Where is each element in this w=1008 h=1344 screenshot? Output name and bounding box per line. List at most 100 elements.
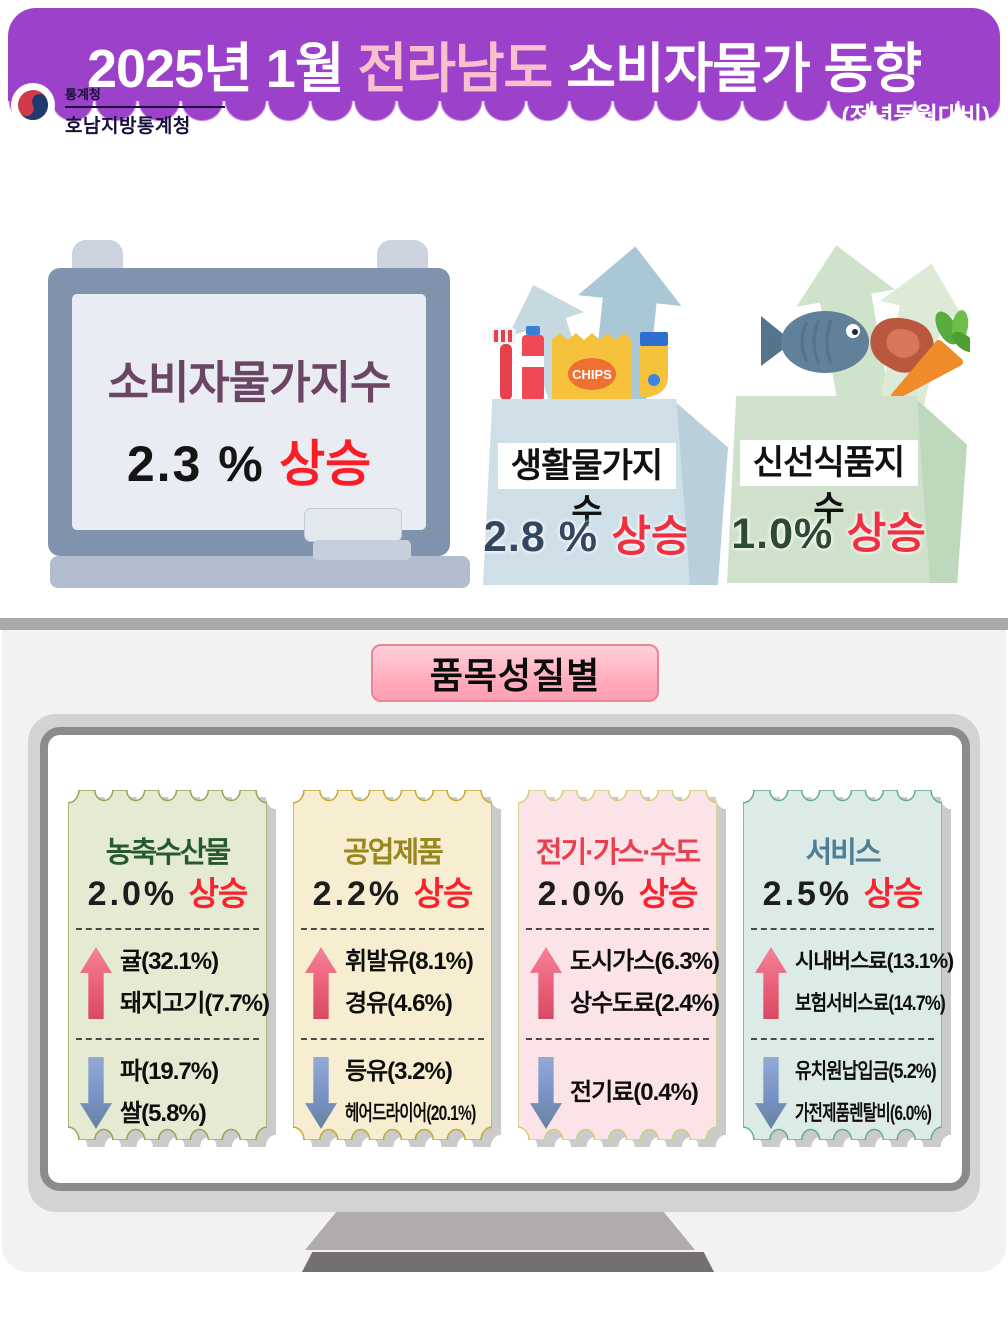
board-eraser-icon: [304, 508, 402, 542]
card-title: 서비스: [805, 837, 881, 869]
page-title: 2025년 1월 전라남도 소비자물가 동향: [86, 39, 922, 101]
card-title: 농축수산물: [105, 837, 231, 869]
fresh-food-value: 1.0%: [731, 510, 834, 558]
rising-item: 휘발유(8.1%): [345, 948, 474, 975]
title-suffix: 소비자물가 동향: [552, 39, 922, 99]
living-price-label: 생활물가지수: [497, 443, 676, 531]
falling-item: 유치원납입금(5.2%): [795, 1060, 937, 1083]
falling-item: 헤어드라이어(20.1%): [345, 1102, 476, 1125]
fresh-food-value-line: 1.0% 상승: [727, 499, 930, 561]
chips-bag-icon: CHIPS: [552, 333, 632, 400]
category-card-industrial: 공업제품 2.2% 상승 휘발유(8.1%) 경유(4.6%) 등유(3.2%)…: [293, 790, 492, 1140]
meat-icon: [870, 317, 934, 373]
rising-item: 경유(4.6%): [345, 990, 453, 1017]
living-price-bag: 생활물가지수 2.8 % 상승: [483, 399, 690, 585]
rising-items-group: 귤(32.1%) 돼지고기(7.7%): [68, 936, 270, 1030]
card-direction: 상승: [638, 875, 699, 912]
falling-item: 파(19.7%): [120, 1058, 219, 1085]
falling-item: 가전제품렌탈비(6.0%): [795, 1102, 932, 1125]
grocery-items-illustration: CHIPS: [492, 326, 668, 401]
dashed-divider: [526, 1038, 709, 1040]
agency-text-block: 통계청 호남지방통계청: [65, 84, 225, 138]
rising-item: 돼지고기(7.7%): [120, 990, 270, 1017]
carrot-icon: [891, 310, 970, 400]
living-price-value-line: 2.8 % 상승: [483, 502, 690, 564]
cpi-direction: 상승: [279, 436, 372, 492]
monitor-stand-base: [302, 1252, 714, 1272]
falling-item: 쌀(5.8%): [120, 1100, 207, 1127]
dashed-divider: [301, 928, 484, 930]
dashed-divider: [76, 928, 259, 930]
down-arrow-icon: [755, 1057, 787, 1129]
falling-items-group: 파(19.7%) 쌀(5.8%): [68, 1046, 267, 1140]
card-value-line: 2.2% 상승: [293, 875, 492, 920]
dashed-divider: [301, 1038, 484, 1040]
dashed-divider: [751, 1038, 934, 1040]
card-value: 2.0%: [87, 875, 178, 913]
section-divider: [0, 618, 1008, 630]
card-direction: 상승: [413, 875, 474, 912]
dashed-divider: [751, 928, 934, 930]
whiteboard-surface: [72, 294, 426, 530]
down-arrow-icon: [530, 1057, 562, 1129]
header-scalloped-edge: [8, 101, 1000, 122]
card-value-line: 2.0% 상승: [68, 875, 267, 920]
section-badge: 품목성질별: [371, 644, 659, 702]
agency-logo: 통계청 호남지방통계청: [10, 82, 225, 138]
card-value: 2.5%: [762, 875, 853, 913]
rising-item: 도시가스(6.3%): [570, 948, 720, 975]
card-value-line: 2.5% 상승: [743, 875, 942, 920]
title-prefix: 2025년 1월: [86, 39, 358, 99]
card-title: 공업제품: [343, 837, 444, 869]
comparison-note: (전년동월대비): [841, 103, 990, 130]
dashed-divider: [76, 1038, 259, 1040]
rising-items-group: 시내버스료(13.1%) 보험서비스료(14.7%): [743, 936, 954, 1030]
falling-items-group: 등유(3.2%) 헤어드라이어(20.1%): [293, 1046, 492, 1140]
cpi-value: 2.3 %: [126, 436, 265, 492]
title-region-highlight: 전라남도: [357, 39, 554, 99]
living-price-direction: 상승: [611, 513, 691, 561]
rising-item: 보험서비스료(14.7%): [795, 992, 946, 1015]
up-arrow-icon: [530, 947, 562, 1019]
falling-items-group: 전기료(0.4%): [518, 1046, 717, 1140]
down-arrow-icon: [305, 1057, 337, 1129]
up-arrow-icon: [80, 947, 112, 1019]
rising-item: 귤(32.1%): [120, 948, 219, 975]
up-arrow-icon: [305, 947, 337, 1019]
falling-item: 등유(3.2%): [345, 1058, 453, 1085]
agency-name: 호남지방통계청: [65, 116, 191, 137]
fish-icon: [761, 311, 869, 373]
card-value: 2.2%: [312, 875, 403, 913]
fresh-food-illustration: [761, 310, 970, 400]
ticket-shape: [743, 790, 942, 1140]
category-card-agriculture: 농축수산물 2.0% 상승 귤(32.1%) 돼지고기(7.7%) 파(19.7…: [68, 790, 270, 1140]
fresh-food-bag: 신선식품지수 1.0% 상승: [727, 396, 930, 583]
whiteboard-tray: [50, 556, 470, 588]
ticket-shape: [293, 790, 492, 1140]
card-title: 전기·가스·수도: [535, 837, 701, 869]
svg-text:CHIPS: CHIPS: [572, 367, 612, 382]
living-price-value: 2.8 %: [483, 513, 598, 561]
category-card-utilities: 전기·가스·수도 2.0% 상승 도시가스(6.3%) 상수도료(2.4%) 전…: [518, 790, 720, 1140]
taegeuk-emblem-icon: [11, 83, 55, 127]
falling-item: 전기료(0.4%): [570, 1079, 699, 1106]
card-value-line: 2.0% 상승: [518, 875, 717, 920]
agency-parent-name: 통계청: [65, 84, 225, 108]
rising-items-group: 도시가스(6.3%) 상수도료(2.4%): [518, 936, 720, 1030]
cpi-label: 소비자물가지수: [107, 357, 392, 408]
rising-item: 상수도료(2.4%): [570, 990, 720, 1017]
board-eraser-shadow: [313, 540, 411, 560]
toothbrush-icon: [492, 328, 516, 400]
header-banner: 2025년 1월 전라남도 소비자물가 동향: [8, 8, 1000, 101]
category-card-services: 서비스 2.5% 상승 시내버스료(13.1%) 보험서비스료(14.7%) 유…: [743, 790, 954, 1140]
up-arrow-icon: [755, 947, 787, 1019]
cpi-value-line: 2.3 % 상승: [72, 424, 426, 496]
card-value: 2.0%: [537, 875, 628, 913]
down-arrow-icon: [80, 1057, 112, 1129]
rising-items-group: 휘발유(8.1%) 경유(4.6%): [293, 936, 492, 1030]
card-direction: 상승: [188, 875, 249, 912]
falling-items-group: 유치원납입금(5.2%) 가전제품렌탈비(6.0%): [743, 1046, 942, 1140]
monitor-stand-neck: [305, 1212, 695, 1250]
ticket-shape: [68, 790, 267, 1140]
